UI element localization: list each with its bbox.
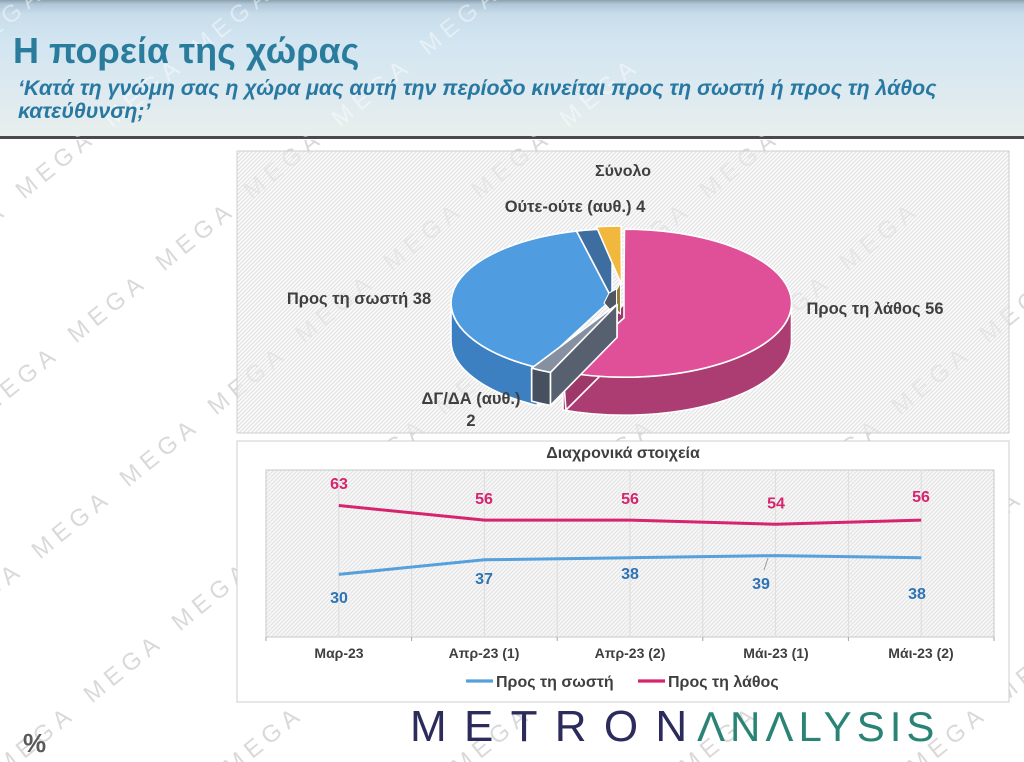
svg-text:METRON: METRON: [410, 702, 704, 751]
svg-text:2: 2: [466, 412, 475, 430]
svg-text:Προς τη λάθος 56: Προς τη λάθος 56: [806, 300, 943, 318]
svg-text:56: 56: [621, 491, 639, 508]
svg-text:κατεύθυνση;’: κατεύθυνση;’: [18, 99, 151, 123]
svg-text:Προς τη σωστή: Προς τη σωστή: [496, 674, 614, 691]
svg-text:%: %: [23, 728, 46, 758]
svg-text:Απρ-23 (1): Απρ-23 (1): [449, 645, 520, 661]
svg-text:38: 38: [908, 586, 926, 603]
svg-text:38: 38: [621, 566, 639, 583]
svg-text:Διαχρονικά στοιχεία: Διαχρονικά στοιχεία: [546, 445, 700, 462]
svg-text:Η πορεία της χώρας: Η πορεία της χώρας: [13, 30, 359, 71]
svg-text:Προς τη σωστή 38: Προς τη σωστή 38: [287, 290, 431, 308]
svg-text:Μαρ-23: Μαρ-23: [314, 645, 363, 661]
svg-text:Προς τη λάθος: Προς τη λάθος: [668, 674, 779, 691]
svg-text:63: 63: [330, 476, 348, 493]
svg-text:56: 56: [912, 489, 930, 506]
svg-text:56: 56: [475, 491, 493, 508]
svg-text:ΛNΛLYSIS: ΛNΛLYSIS: [697, 703, 939, 750]
svg-text:Μάι-23 (2): Μάι-23 (2): [888, 645, 953, 661]
svg-text:37: 37: [475, 571, 493, 588]
svg-text:‘Κατά τη γνώμη σας η χώρα μας: ‘Κατά τη γνώμη σας η χώρα μας αυτή την π…: [18, 76, 937, 100]
svg-text:Μάι-23 (1): Μάι-23 (1): [743, 645, 808, 661]
svg-text:Σύνολο: Σύνολο: [595, 163, 651, 180]
svg-text:39: 39: [752, 576, 770, 593]
svg-text:Ούτε-ούτε (αυθ.) 4: Ούτε-ούτε (αυθ.) 4: [505, 198, 646, 216]
svg-text:54: 54: [767, 496, 785, 513]
svg-text:ΔΓ/ΔΑ (αυθ.): ΔΓ/ΔΑ (αυθ.): [422, 390, 521, 408]
svg-text:Απρ-23 (2): Απρ-23 (2): [595, 645, 666, 661]
svg-text:30: 30: [330, 590, 348, 607]
